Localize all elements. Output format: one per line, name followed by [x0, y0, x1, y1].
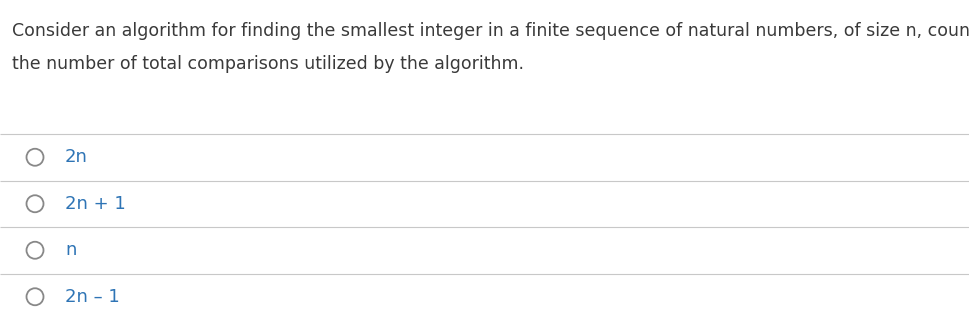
Text: Consider an algorithm for finding the smallest integer in a finite sequence of n: Consider an algorithm for finding the sm…: [12, 22, 969, 40]
Text: n: n: [65, 241, 77, 259]
Text: 2n + 1: 2n + 1: [65, 195, 126, 213]
Text: 2n: 2n: [65, 148, 88, 166]
Text: 2n – 1: 2n – 1: [65, 288, 120, 306]
Text: the number of total comparisons utilized by the algorithm.: the number of total comparisons utilized…: [12, 55, 524, 73]
